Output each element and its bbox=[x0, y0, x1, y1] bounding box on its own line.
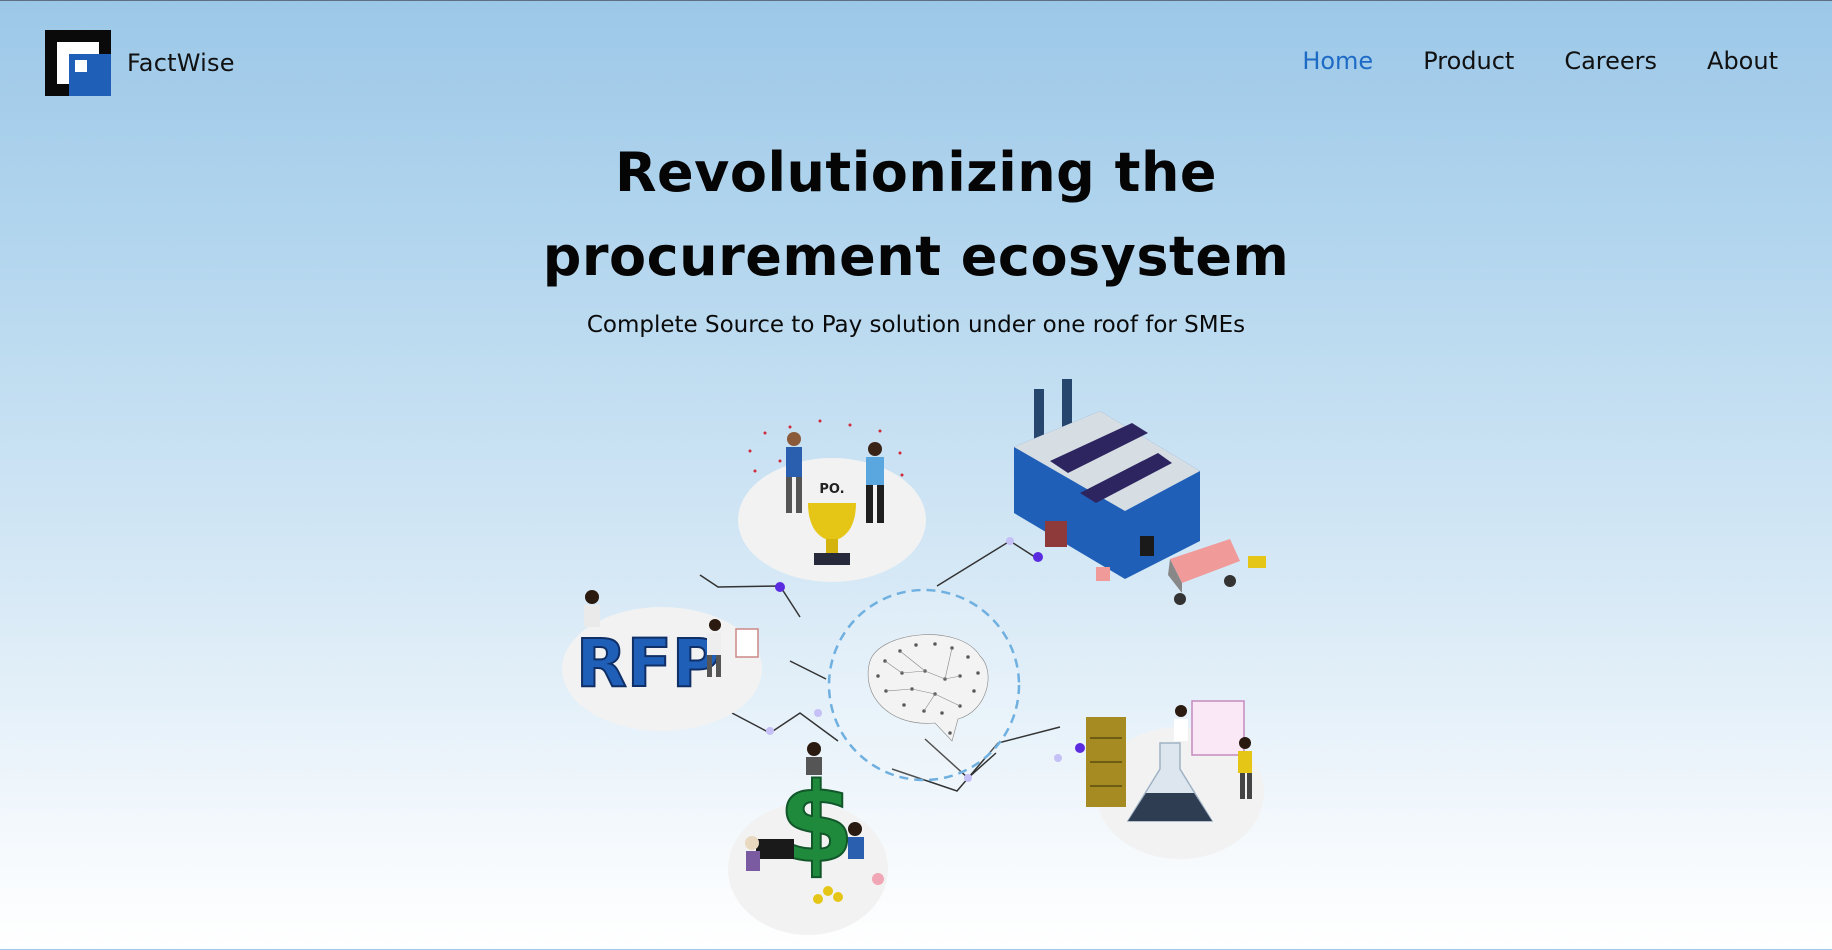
lab-flask-icon bbox=[1086, 700, 1264, 859]
nav-careers-link[interactable]: Careers bbox=[1564, 47, 1658, 75]
brain-icon bbox=[827, 588, 1021, 782]
factory-icon bbox=[1014, 379, 1200, 579]
hero-title-line-2: procurement ecosystem bbox=[542, 225, 1290, 288]
rfp-icon: RFP bbox=[562, 590, 762, 731]
svg-text:PO.: PO. bbox=[819, 482, 844, 497]
hero-title: Revolutionizing the procurement ecosyste… bbox=[0, 131, 1832, 299]
connector-nodes bbox=[766, 537, 1085, 782]
brand-name[interactable]: FactWise bbox=[127, 49, 235, 77]
trophy-icon: PO. bbox=[738, 419, 926, 582]
dollar-icon: $ bbox=[728, 742, 888, 935]
nav-about-link[interactable]: About bbox=[1707, 47, 1778, 75]
hero-title-line-1: Revolutionizing the bbox=[614, 141, 1218, 204]
nav-product-link[interactable]: Product bbox=[1423, 47, 1515, 75]
svg-text:RFP: RFP bbox=[576, 625, 720, 702]
hero-subtitle: Complete Source to Pay solution under on… bbox=[586, 312, 1246, 338]
site-header: FactWise Home Product Careers About bbox=[0, 1, 1832, 127]
svg-text:$: $ bbox=[778, 759, 855, 887]
main-nav: Home Product Careers About bbox=[1252, 47, 1778, 75]
factwise-logo-icon[interactable] bbox=[45, 30, 111, 96]
nav-home-link[interactable]: Home bbox=[1302, 47, 1374, 75]
truck-icon bbox=[1096, 539, 1266, 605]
procurement-ecosystem-graphic: PO. bbox=[562, 379, 1266, 935]
procurement-illustration: PO. bbox=[540, 361, 1300, 950]
brand[interactable]: FactWise bbox=[45, 30, 235, 96]
